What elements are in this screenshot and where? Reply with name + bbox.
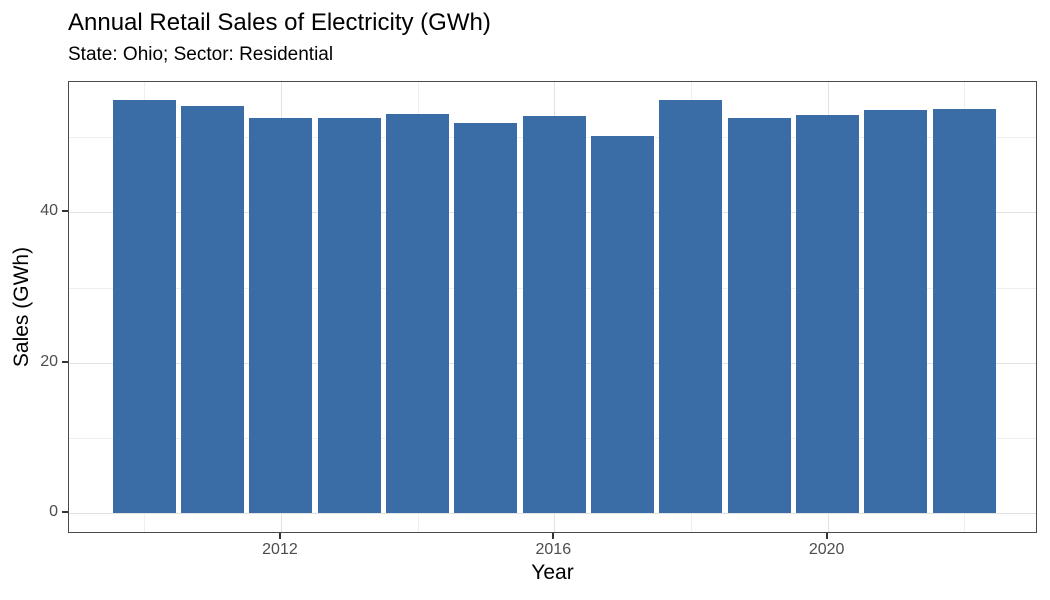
bar-2010 (112, 100, 176, 513)
y-axis-title: Sales (GWh) (10, 246, 33, 368)
bar-2019 (727, 117, 791, 513)
bar-2012 (249, 117, 313, 513)
chart-title: Annual Retail Sales of Electricity (GWh) (68, 9, 491, 36)
x-tick-mark (278, 533, 281, 539)
y-tick-label: 0 (49, 503, 58, 520)
bar-2020 (796, 115, 860, 513)
x-tick-label: 2012 (262, 541, 298, 558)
x-tick-label: 2020 (808, 541, 845, 558)
bar-2015 (454, 122, 518, 513)
bar-2017 (591, 136, 655, 513)
x-tick-mark (552, 533, 555, 539)
plot-panel (68, 81, 1037, 533)
y-tick-mark (62, 360, 68, 363)
bar-2011 (181, 106, 245, 513)
y-tick-label: 40 (40, 202, 58, 220)
bar-2016 (522, 116, 586, 513)
y-tick-label: 20 (40, 352, 58, 370)
x-axis-title: Year (531, 561, 574, 584)
gridline-major-h (69, 513, 1036, 514)
bar-2013 (317, 118, 381, 513)
bar-2018 (659, 100, 723, 513)
bar-2022 (932, 108, 996, 513)
chart-subtitle: State: Ohio; Sector: Residential (68, 44, 334, 65)
bar-2014 (386, 113, 450, 513)
x-tick-mark (825, 533, 828, 539)
y-tick-mark (62, 210, 68, 213)
x-tick-label: 2016 (535, 541, 572, 558)
y-tick-mark (62, 511, 68, 513)
bar-2021 (864, 110, 928, 513)
